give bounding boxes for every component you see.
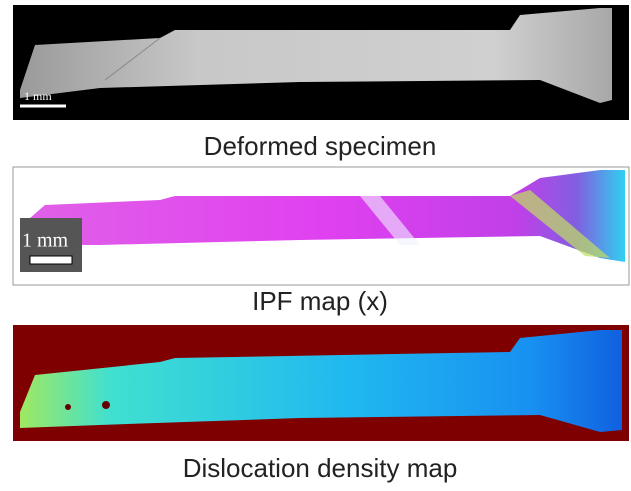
caption: IPF map (x) — [252, 286, 388, 316]
panel-ipf: 1 mm — [13, 167, 629, 285]
panel-dislocation — [13, 325, 629, 441]
scale-label: 1 mm — [24, 89, 52, 103]
caption: Deformed specimen — [204, 131, 437, 161]
pore — [102, 401, 110, 409]
pore — [65, 404, 71, 410]
panel-deformed: 1 mm — [13, 5, 629, 120]
figure: 1 mm Deformed specimen 1 mm IPF map (x) … — [0, 0, 631, 491]
scale-bar — [30, 256, 72, 264]
scale-label: 1 mm — [22, 230, 69, 252]
caption: Dislocation density map — [183, 453, 458, 483]
